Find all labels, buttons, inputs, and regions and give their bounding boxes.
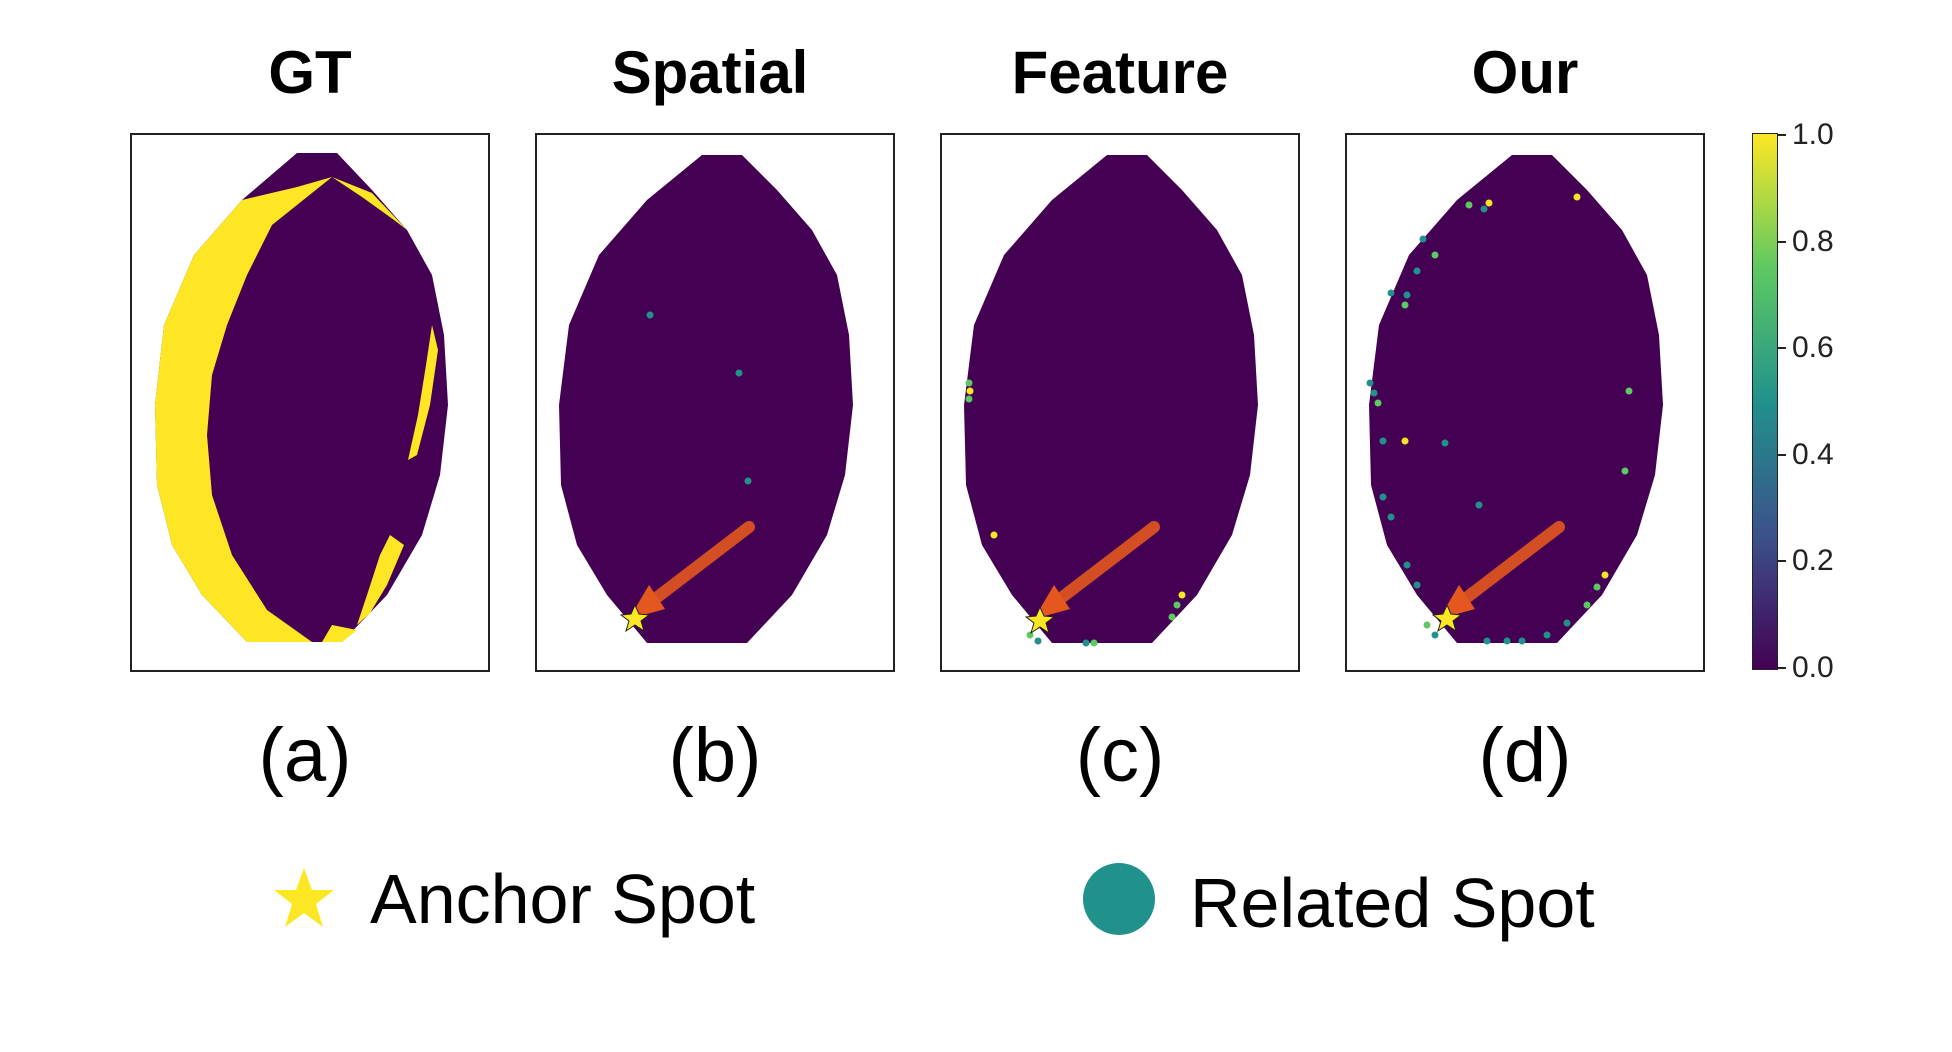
related-spot xyxy=(1026,631,1034,639)
related-spot xyxy=(1518,637,1526,645)
circle-icon xyxy=(1083,863,1155,935)
orange-arrow xyxy=(641,521,755,611)
related-spot xyxy=(646,311,654,319)
colorbar-tick xyxy=(1778,667,1786,669)
related-spot xyxy=(1573,193,1581,201)
related-spot xyxy=(1178,591,1186,599)
colorbar-label: 0.4 xyxy=(1792,438,1834,471)
related-spot xyxy=(1593,583,1601,591)
related-spot xyxy=(990,531,998,539)
panel-our-map xyxy=(1345,133,1705,672)
colorbar-label: 1.0 xyxy=(1792,118,1834,151)
related-spot xyxy=(1173,601,1181,609)
arrow-head xyxy=(629,585,665,619)
related-spot xyxy=(1441,439,1449,447)
anchor-star xyxy=(1024,605,1056,635)
panel-gt-map xyxy=(130,133,490,672)
related-spot xyxy=(1583,601,1591,609)
related-spot xyxy=(1370,389,1378,397)
related-spot xyxy=(1379,493,1387,501)
colorbar-tick xyxy=(1778,134,1786,136)
related-spot xyxy=(1431,631,1439,639)
related-spot xyxy=(735,369,743,377)
colorbar-tick xyxy=(1778,454,1786,456)
related-spot xyxy=(1543,631,1551,639)
panel-letter-b: (b) xyxy=(668,713,762,798)
related-spot xyxy=(1601,571,1609,579)
colorbar-label: 0.8 xyxy=(1792,225,1834,258)
star-icon xyxy=(274,868,334,927)
related-spot xyxy=(1413,581,1421,589)
gt-yellow-band xyxy=(357,535,404,625)
panel-title-our: Our xyxy=(1471,39,1579,106)
related-spot xyxy=(1465,201,1473,209)
panel-title-spatial: Spatial xyxy=(611,39,809,106)
panel-title-gt: GT xyxy=(268,39,352,106)
arrow-head xyxy=(1034,585,1070,619)
related-spot xyxy=(1403,291,1411,299)
related-spot xyxy=(744,477,752,485)
orange-arrow xyxy=(1451,521,1565,611)
related-spot xyxy=(1431,251,1439,259)
gt-yellow-band xyxy=(408,325,438,460)
panel-letter-d: (d) xyxy=(1478,713,1572,798)
panel-title-feature: Feature xyxy=(1011,39,1229,106)
related-spot xyxy=(1621,467,1629,475)
gt-yellow-band xyxy=(322,625,357,642)
legend-anchor-label: Anchor Spot xyxy=(370,860,756,938)
related-spot xyxy=(965,379,973,387)
colorbar-tick xyxy=(1778,560,1786,562)
panel-letter-c: (c) xyxy=(1075,713,1165,798)
related-spot xyxy=(1419,235,1427,243)
colorbar-label: 0.0 xyxy=(1792,651,1834,684)
related-spot xyxy=(1090,639,1098,647)
related-spot xyxy=(1625,387,1633,395)
related-spot xyxy=(1401,437,1409,445)
tissue-region xyxy=(1369,155,1663,643)
tissue-region xyxy=(559,155,853,643)
panel-spatial-map xyxy=(535,133,895,672)
related-spot xyxy=(1403,561,1411,569)
related-spot xyxy=(1374,399,1382,407)
panel-letter-a: (a) xyxy=(258,713,352,798)
related-spot xyxy=(1401,301,1409,309)
tissue-region xyxy=(964,155,1258,643)
colorbar xyxy=(1752,133,1778,670)
related-spot xyxy=(1387,513,1395,521)
related-spot xyxy=(1483,637,1491,645)
related-spot xyxy=(965,395,973,403)
panel-feature-map xyxy=(940,133,1300,672)
related-spot xyxy=(1082,639,1090,647)
legend-related-label: Related Spot xyxy=(1190,864,1595,942)
related-spot xyxy=(1387,289,1395,297)
colorbar-tick xyxy=(1778,347,1786,349)
related-spot xyxy=(1503,637,1511,645)
related-spot xyxy=(1366,379,1374,387)
gt-yellow-band xyxy=(155,177,332,642)
related-spot xyxy=(1485,199,1493,207)
colorbar-label: 0.6 xyxy=(1792,331,1834,364)
related-spot xyxy=(1034,637,1042,645)
related-spot xyxy=(1480,205,1488,213)
anchor-star xyxy=(619,603,651,633)
related-spot xyxy=(1413,267,1421,275)
colorbar-tick xyxy=(1778,241,1786,243)
related-spot xyxy=(1475,501,1483,509)
related-spot xyxy=(1379,437,1387,445)
related-spot xyxy=(1423,621,1431,629)
related-spot xyxy=(1168,613,1176,621)
related-spot xyxy=(966,387,974,395)
colorbar-label: 0.2 xyxy=(1792,544,1834,577)
related-spot xyxy=(1563,619,1571,627)
anchor-star xyxy=(1431,603,1463,633)
orange-arrow xyxy=(1046,521,1160,611)
